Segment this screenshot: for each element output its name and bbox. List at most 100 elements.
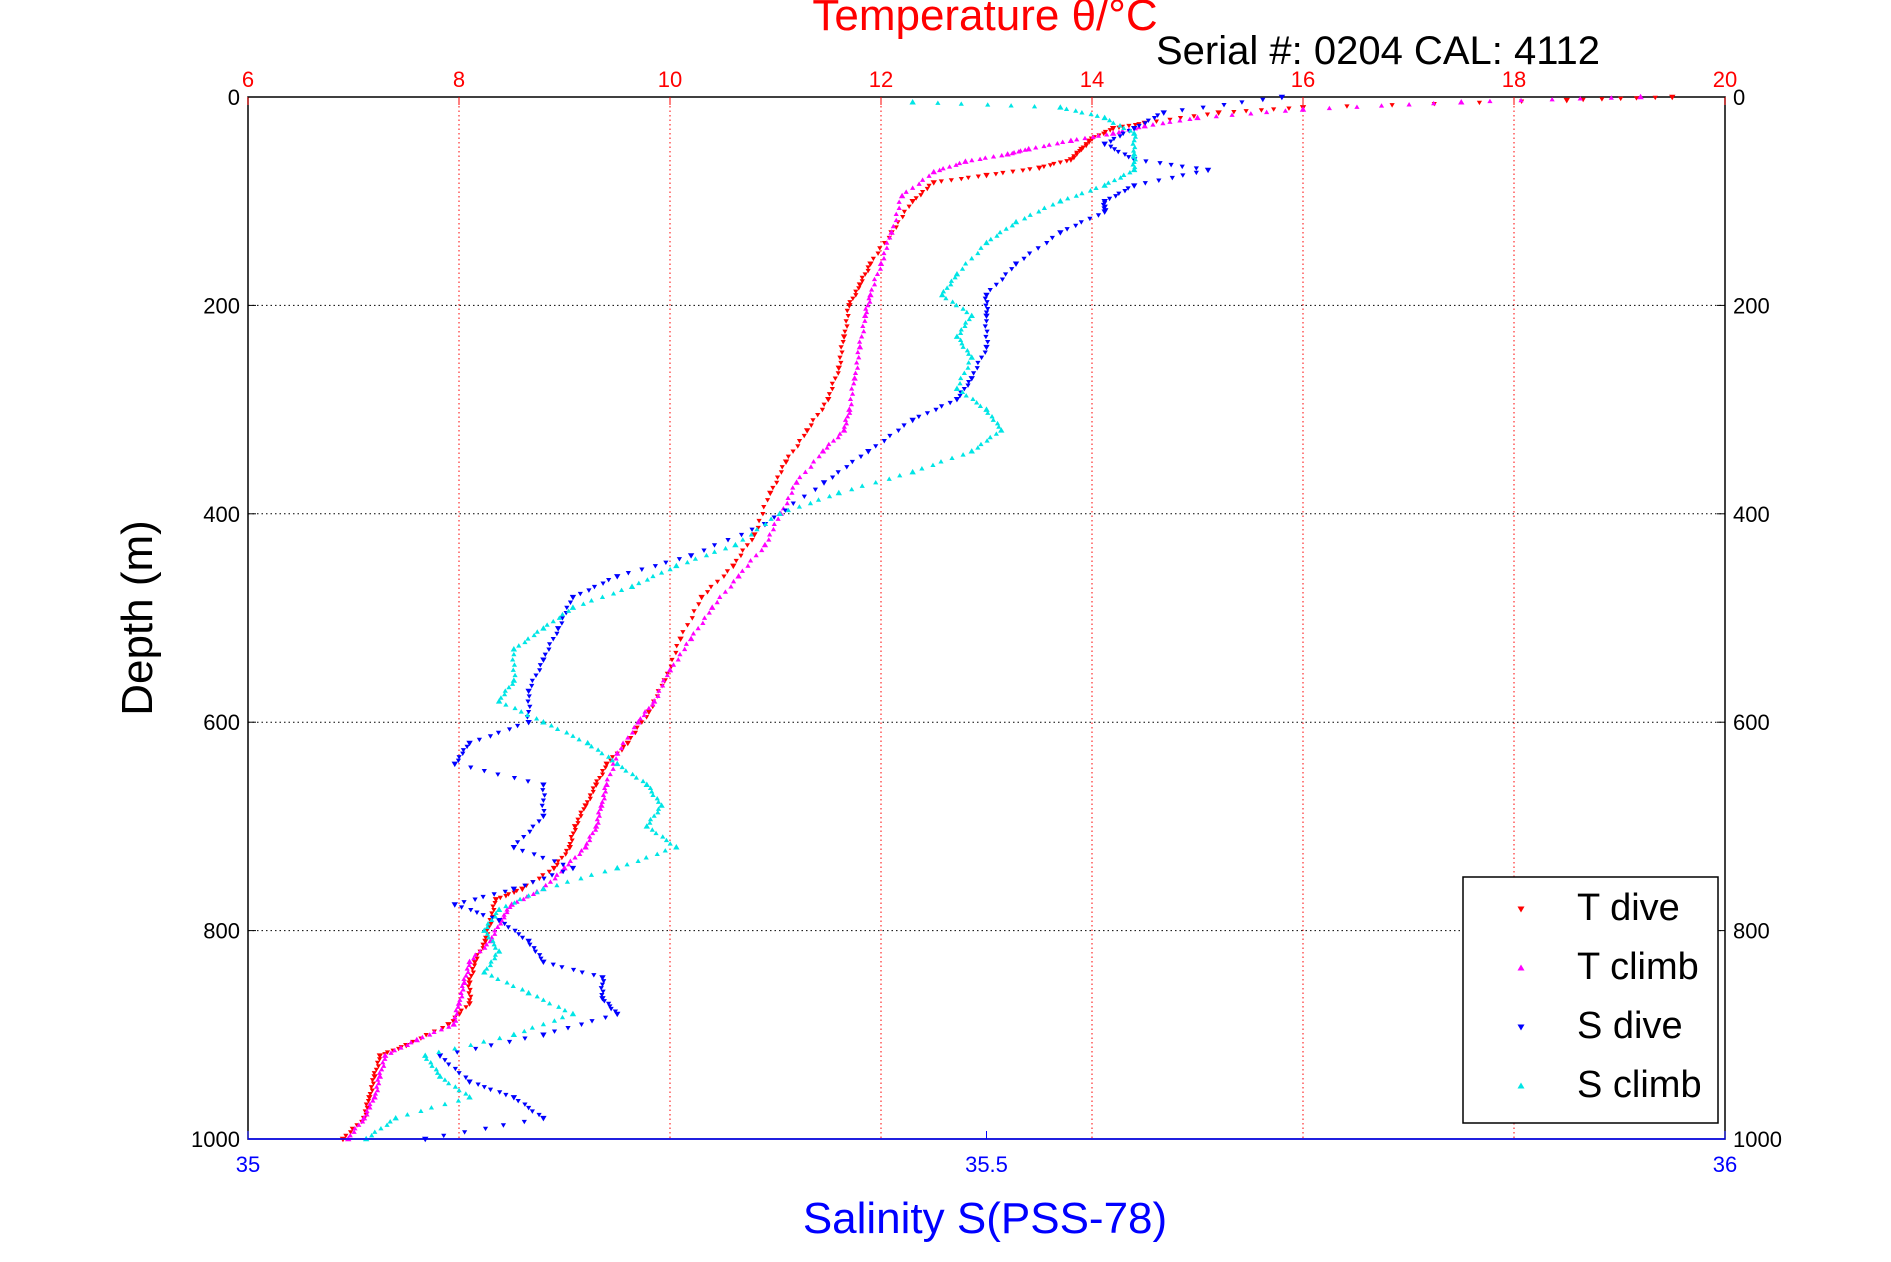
data-point <box>614 760 621 767</box>
data-point <box>790 449 796 454</box>
data-point <box>1458 99 1465 105</box>
data-point <box>1073 193 1079 198</box>
data-point <box>572 828 578 833</box>
data-point <box>436 1073 444 1079</box>
data-point <box>930 180 937 186</box>
data-point <box>847 410 853 415</box>
data-point <box>533 673 539 678</box>
data-point <box>830 475 836 480</box>
data-point <box>1054 140 1061 146</box>
data-point <box>1431 100 1437 106</box>
data-point <box>960 306 966 311</box>
data-point <box>795 444 801 449</box>
data-point <box>664 672 670 678</box>
data-point <box>1326 105 1332 111</box>
data-point <box>948 281 954 287</box>
data-point <box>901 209 908 215</box>
data-point <box>844 413 851 419</box>
data-point <box>778 470 784 475</box>
data-point <box>1652 95 1658 101</box>
data-point <box>384 1122 390 1127</box>
data-point <box>419 1034 425 1040</box>
data-point <box>373 1067 379 1073</box>
data-point <box>901 423 907 428</box>
data-point <box>598 986 604 991</box>
data-point <box>944 285 950 290</box>
data-point <box>1127 128 1134 133</box>
data-point <box>730 578 737 584</box>
data-point <box>438 1026 445 1032</box>
data-point <box>717 594 723 599</box>
data-point <box>492 897 500 903</box>
data-point <box>519 987 526 992</box>
data-point <box>587 793 593 798</box>
data-point <box>463 1075 469 1080</box>
data-point <box>1093 185 1099 190</box>
data-point <box>920 190 926 195</box>
data-point <box>771 515 777 520</box>
data-point <box>579 970 585 975</box>
data-point <box>510 677 518 683</box>
data-point <box>580 601 586 606</box>
chart-title: Temperature θ/°C <box>812 0 1157 40</box>
data-point <box>462 1130 468 1135</box>
data-point <box>900 215 906 220</box>
data-point <box>381 1063 387 1068</box>
data-point <box>990 154 997 159</box>
data-point <box>698 594 705 601</box>
temp-tick-label: 10 <box>658 67 682 92</box>
data-point <box>588 598 595 603</box>
data-point <box>1083 143 1089 149</box>
data-point <box>538 956 544 961</box>
data-point <box>436 1053 444 1059</box>
data-point <box>1229 112 1235 117</box>
data-point <box>500 1123 507 1128</box>
data-point <box>680 630 686 635</box>
data-point <box>370 1098 376 1103</box>
data-point <box>977 403 983 408</box>
data-point <box>625 735 631 740</box>
data-point <box>380 1059 386 1065</box>
data-point <box>488 1043 494 1048</box>
data-point <box>1064 159 1070 164</box>
data-point <box>472 897 478 902</box>
data-point <box>525 699 531 704</box>
data-point <box>1051 161 1057 167</box>
data-point <box>604 776 610 782</box>
data-point <box>1113 194 1119 199</box>
series-s-climb <box>362 99 1138 1142</box>
data-point <box>1108 139 1114 144</box>
data-point <box>1577 96 1583 101</box>
data-point <box>796 504 803 509</box>
data-point <box>749 527 755 533</box>
data-point <box>837 431 843 436</box>
data-point <box>1204 112 1211 117</box>
data-point <box>667 841 673 846</box>
data-point <box>984 329 990 335</box>
data-point <box>1126 155 1132 160</box>
data-point <box>460 751 466 757</box>
data-point <box>567 841 573 847</box>
data-point <box>835 489 842 496</box>
data-point <box>514 888 520 894</box>
data-point <box>730 563 737 570</box>
data-point <box>644 577 650 582</box>
data-point <box>360 1114 368 1121</box>
data-point <box>495 917 503 924</box>
data-point <box>843 420 850 426</box>
data-point <box>1131 137 1137 143</box>
data-point <box>918 193 924 198</box>
data-point <box>630 771 636 777</box>
data-point <box>485 921 491 926</box>
data-point <box>1064 227 1070 232</box>
data-point <box>492 952 499 957</box>
data-point <box>1074 152 1080 157</box>
legend-label: S climb <box>1577 1064 1702 1106</box>
data-point <box>956 160 963 166</box>
data-point <box>960 452 966 457</box>
data-point <box>655 799 662 804</box>
data-point <box>859 279 865 284</box>
data-point <box>548 723 554 728</box>
data-point <box>938 179 944 184</box>
data-point <box>466 977 472 982</box>
